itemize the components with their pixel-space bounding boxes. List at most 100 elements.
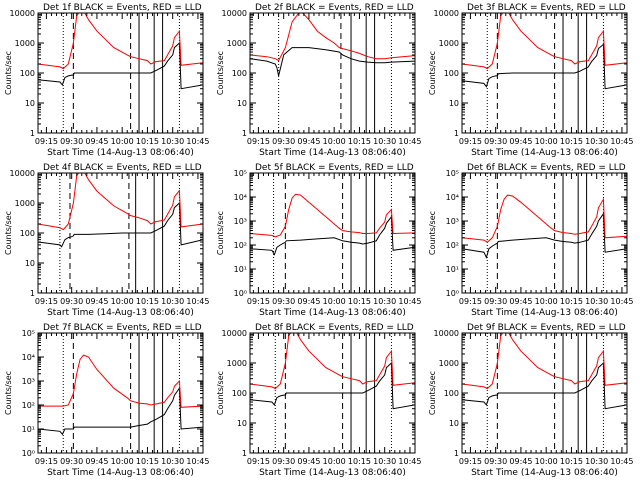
- x-tick-label: 10:00: [535, 457, 558, 466]
- x-tick-label: 10:15: [136, 297, 159, 306]
- panel-det-2: Det 2f BLACK = Events, RED = LLD 1 10 100 10…: [216, 3, 421, 158]
- y-tick-label: 100: [20, 69, 35, 78]
- x-tick-label: 10:30: [585, 297, 608, 306]
- x-tick-label: 10:00: [111, 297, 134, 306]
- y-tick-label: 100: [444, 389, 459, 398]
- y-tick-label: 10³: [234, 217, 247, 226]
- x-tick-label: 10:30: [585, 457, 608, 466]
- panel-det-8: Det 8f BLACK = Events, RED = LLD 1 10 100 10…: [216, 323, 421, 478]
- y-tick-label: 10²: [22, 401, 35, 410]
- x-tick-label: 09:15: [247, 137, 270, 146]
- x-tick-label: 09:45: [297, 457, 320, 466]
- y-tick-label: 1: [454, 449, 459, 458]
- x-tick-label: 09:45: [85, 297, 108, 306]
- y-tick-label: 1000: [15, 199, 35, 208]
- y-tick-label: 10⁰: [446, 289, 459, 298]
- x-tick-label: 09:30: [484, 137, 507, 146]
- y-tick-label: 10²: [446, 241, 459, 250]
- x-tick-label: 10:30: [161, 457, 184, 466]
- x-tick-label: 09:30: [272, 297, 295, 306]
- series-lld: [462, 194, 627, 243]
- y-tick-label: 1000: [227, 39, 247, 48]
- y-tick-label: 10⁴: [446, 193, 459, 202]
- y-tick-label: 1000: [227, 359, 247, 368]
- x-tick-label: 10:15: [136, 137, 159, 146]
- x-tick-label: 10:45: [610, 457, 633, 466]
- x-tick-label: 09:30: [484, 297, 507, 306]
- y-tick-label: 1000: [439, 359, 459, 368]
- x-tick-label: 09:30: [272, 137, 295, 146]
- panel-title: Det 7f BLACK = Events, RED = LLD: [43, 323, 202, 333]
- x-tick-label: 10:30: [161, 297, 184, 306]
- y-tick-label: 10: [25, 99, 35, 108]
- x-tick-label: 10:30: [373, 297, 396, 306]
- x-tick-label: 10:30: [585, 137, 608, 146]
- x-tick-label: 09:45: [509, 137, 532, 146]
- series-events: [38, 386, 203, 436]
- y-tick-label: 1: [30, 289, 35, 298]
- panel-title: Det 1f BLACK = Events, RED = LLD: [43, 3, 202, 13]
- x-tick-label: 09:15: [35, 457, 58, 466]
- x-tick-label: 09:15: [247, 297, 270, 306]
- x-tick-label: 10:30: [161, 137, 184, 146]
- x-tick-label: 10:00: [323, 137, 346, 146]
- x-tick-label: 09:30: [60, 457, 83, 466]
- x-tick-label: 10:00: [111, 137, 134, 146]
- x-tick-label: 09:45: [85, 457, 108, 466]
- plot-area: [462, 173, 627, 293]
- plot-area: [250, 13, 415, 133]
- x-tick-label: 09:15: [459, 137, 482, 146]
- y-tick-label: 10³: [22, 377, 35, 386]
- x-tick-label: 10:30: [373, 457, 396, 466]
- y-tick-label: 10²: [234, 241, 247, 250]
- axes-frame: [249, 172, 416, 294]
- x-tick-label: 10:45: [186, 137, 209, 146]
- x-axis-label: Start Time (14-Aug-13 08:06:40): [471, 468, 618, 478]
- x-axis-label: Start Time (14-Aug-13 08:06:40): [47, 148, 194, 158]
- plot-area: [250, 173, 415, 293]
- panel-title: Det 2f BLACK = Events, RED = LLD: [255, 3, 414, 13]
- y-tick-label: 10⁵: [446, 169, 459, 178]
- y-axis-label: Counts/sec: [4, 371, 13, 415]
- y-tick-label: 10000: [10, 9, 35, 18]
- x-tick-label: 09:30: [484, 457, 507, 466]
- y-tick-label: 10000: [222, 9, 247, 18]
- y-tick-label: 10⁴: [234, 193, 247, 202]
- y-axis-label: Counts/sec: [4, 211, 13, 255]
- y-axis-label: Counts/sec: [428, 51, 437, 95]
- x-tick-label: 10:15: [348, 457, 371, 466]
- series-lld: [38, 354, 203, 408]
- series-lld: [250, 13, 415, 62]
- panel-det-3: Det 3f BLACK = Events, RED = LLD 1 10 100 10…: [428, 3, 633, 158]
- x-tick-label: 09:15: [35, 137, 58, 146]
- x-tick-label: 09:30: [60, 137, 83, 146]
- panel-title: Det 3f BLACK = Events, RED = LLD: [467, 3, 626, 13]
- panel-title: Det 9f BLACK = Events, RED = LLD: [467, 323, 626, 333]
- x-axis-label: Start Time (14-Aug-13 08:06:40): [259, 308, 406, 318]
- axes-frame: [461, 172, 628, 294]
- x-tick-label: 09:15: [459, 457, 482, 466]
- y-tick-label: 10: [25, 259, 35, 268]
- y-tick-label: 1000: [15, 39, 35, 48]
- y-tick-label: 10: [237, 99, 247, 108]
- series-events: [250, 47, 415, 77]
- series-lld: [250, 193, 415, 238]
- x-tick-label: 10:00: [111, 457, 134, 466]
- panel-det-4: Det 4f BLACK = Events, RED = LLD 1 10 100 10…: [4, 163, 209, 318]
- x-tick-label: 10:15: [560, 137, 583, 146]
- panel-title: Det 8f BLACK = Events, RED = LLD: [255, 323, 414, 333]
- plot-area: [38, 13, 203, 133]
- axes-frame: [249, 12, 416, 134]
- x-tick-label: 09:45: [85, 137, 108, 146]
- plot-area: [462, 13, 627, 133]
- y-tick-label: 10⁵: [234, 169, 247, 178]
- series-events: [462, 43, 627, 90]
- panel-det-7: Det 7f BLACK = Events, RED = LLD 10⁰ 10¹ 10…: [4, 323, 209, 478]
- y-tick-label: 10000: [10, 169, 35, 178]
- x-tick-label: 09:45: [509, 297, 532, 306]
- x-axis-label: Start Time (14-Aug-13 08:06:40): [471, 308, 618, 318]
- series-lld: [38, 13, 203, 70]
- series-lld: [250, 333, 415, 390]
- x-axis-label: Start Time (14-Aug-13 08:06:40): [259, 148, 406, 158]
- x-tick-label: 10:45: [610, 137, 633, 146]
